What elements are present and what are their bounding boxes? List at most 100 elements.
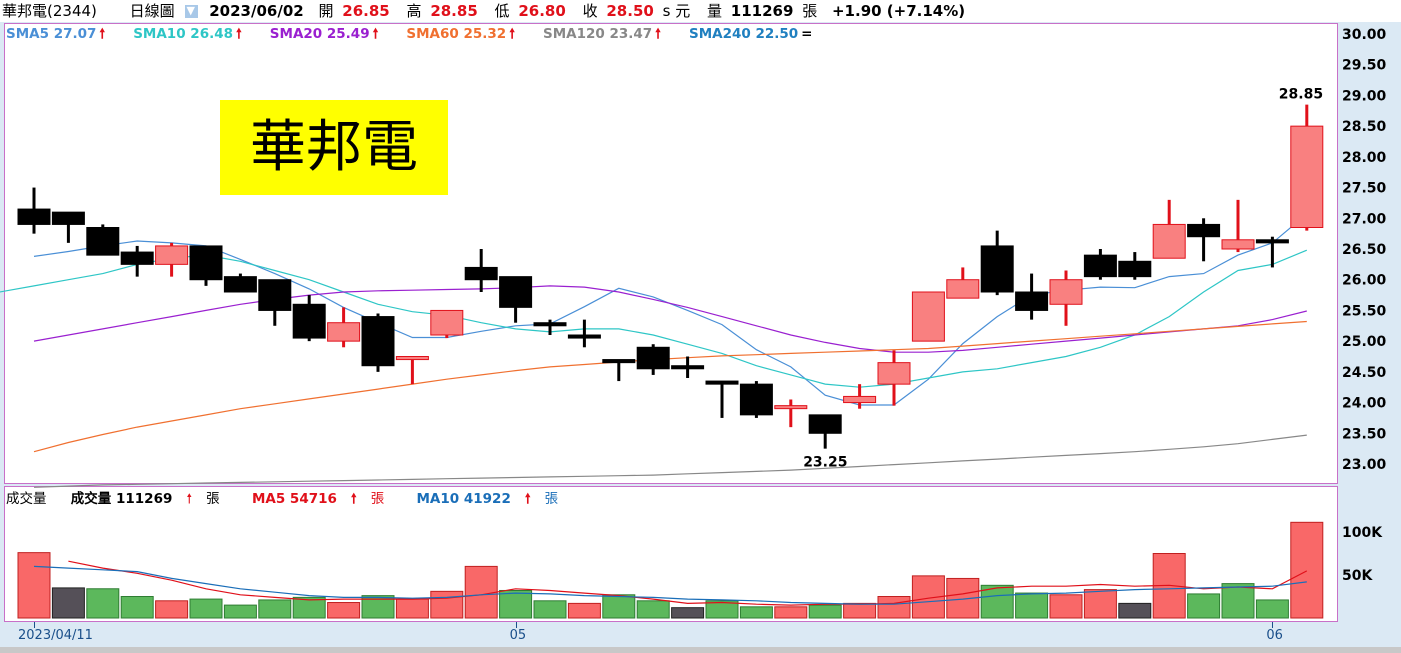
candle-body: [155, 245, 189, 265]
candle-body: [980, 245, 1014, 293]
volume-bar: [1221, 583, 1255, 619]
x-tick-mark: [34, 622, 35, 628]
volume-tick-label: 50K: [1342, 568, 1373, 584]
volume-bar: [1083, 589, 1117, 619]
candle-body: [327, 322, 361, 342]
x-tick-mark: [515, 622, 517, 628]
flat-icon: =: [801, 26, 813, 42]
volume-bar: [739, 606, 773, 619]
up-arrow-icon: 🠕: [186, 491, 193, 507]
low-value: 26.80: [518, 2, 566, 20]
candle-body: [636, 346, 670, 370]
candle-body: [1015, 291, 1049, 311]
low-label: 低: [494, 2, 510, 20]
candle-body: [120, 251, 154, 265]
candle-body: [464, 266, 498, 281]
close-suffix: s 元: [662, 2, 691, 20]
candle-body: [1118, 260, 1152, 278]
volume-bar: [1118, 602, 1152, 619]
price-tick-label: 26.50: [1342, 242, 1387, 258]
price-tick-label: 29.00: [1342, 88, 1387, 104]
high-annotation: 28.85: [1279, 87, 1323, 103]
candle-body: [1221, 239, 1255, 250]
volume-bar: [567, 602, 601, 619]
sma-line-sma60: [33, 320, 1307, 453]
volume-bar: [464, 565, 498, 619]
candle-body: [739, 383, 773, 416]
sma-legend-item: SMA120 23.47 🠕: [543, 26, 661, 42]
volume-bar: [292, 596, 326, 619]
candle-body: [361, 316, 395, 367]
volume-title: 成交量: [6, 491, 47, 507]
candle-body: [17, 208, 51, 225]
candle-body: [705, 380, 739, 385]
quote-header: 華邦電(2344) 日線圖 ▼ 2023/06/02 開 26.85 高 28.…: [0, 0, 1401, 22]
high-label: 高: [406, 2, 422, 20]
ma5-legend-label: MA5 54716: [251, 491, 337, 507]
up-arrow-icon: 🠕: [236, 26, 242, 42]
volume-bar: [636, 600, 670, 619]
volume-bar: [808, 604, 842, 619]
volume-bar: [774, 606, 808, 619]
low-annotation: 23.25: [803, 455, 847, 471]
ma10-legend: MA10 41922 🠕 張: [417, 491, 573, 507]
volume-bar: [1049, 594, 1083, 619]
candle-body: [671, 365, 705, 370]
stock-name: 華邦電(2344): [2, 2, 97, 20]
x-tick-label: 2023/04/11: [18, 628, 93, 643]
volume-bar: [327, 602, 361, 619]
candle-body: [223, 276, 257, 293]
volume-bar: [86, 588, 120, 619]
volume-bar: [258, 599, 292, 619]
volume-bar: [1255, 599, 1289, 619]
quote-date: 2023/06/02: [209, 2, 304, 20]
sma-legend-item: SMA60 25.32 🠕: [406, 26, 515, 42]
volume-ma-line-ma10: [33, 565, 1307, 605]
volume-legend-value: 成交量 111269 🠕 張: [71, 491, 234, 507]
candle-body: [1187, 223, 1221, 238]
volume-legend-label: 成交量 111269: [70, 491, 173, 507]
candle-body: [602, 359, 636, 364]
volume-legend: 成交量 成交量 111269 🠕 張 MA5 54716 🠕 張 MA10 41922 🠕…: [6, 487, 586, 512]
volume-tick-label: 100K: [1342, 525, 1383, 541]
close-label: 收: [582, 2, 598, 20]
sma-legend-item: SMA5 27.07 🠕: [6, 26, 105, 42]
stock-title-stamp: 華邦電: [220, 100, 448, 195]
up-arrow-icon: 🠕: [372, 26, 379, 42]
candle-body: [1083, 254, 1117, 278]
candle-body: [292, 303, 326, 339]
sma-legend-label: SMA10 26.48: [133, 26, 233, 42]
volume-bar: [223, 604, 257, 619]
candle-body: [1290, 125, 1324, 228]
sma-line-sma20: [33, 285, 1307, 353]
sma-line-sma5: [33, 213, 1308, 406]
price-tick-label: 23.50: [1342, 426, 1387, 442]
sma-legend: SMA5 27.07 🠕 SMA10 26.48 🠕 SMA20 25.49 🠕 SMA60…: [6, 24, 840, 47]
volume-bar: [120, 596, 154, 619]
price-tick-label: 24.00: [1342, 396, 1387, 412]
candle-body: [567, 334, 601, 339]
candle-body: [533, 322, 567, 327]
sma-legend-label: SMA240 22.50: [688, 26, 799, 42]
x-tick-label: 05: [509, 628, 527, 643]
period-label: 日線圖: [129, 2, 175, 20]
candle-body: [1152, 223, 1186, 259]
volume-bar: [155, 600, 189, 619]
candle-body: [877, 362, 911, 385]
sma-legend-item: SMA10 26.48 🠕: [133, 26, 242, 42]
candle-body: [258, 279, 292, 311]
volume-legend-unit: 張: [206, 491, 220, 507]
close-value: 28.50: [606, 2, 654, 20]
volume-bar: [671, 607, 705, 619]
volume-bar: [533, 600, 567, 619]
dropdown-toggle[interactable]: ▼: [185, 4, 199, 18]
up-arrow-icon: 🠕: [509, 26, 515, 42]
volume-bar: [189, 598, 223, 619]
sma-legend-label: SMA20 25.49: [269, 26, 370, 42]
sma-line-sma120: [33, 434, 1307, 488]
candle-body: [189, 245, 223, 281]
volume-bar: [1187, 593, 1221, 619]
up-arrow-icon: 🠕: [524, 491, 531, 507]
bottom-scrollbar[interactable]: [0, 647, 1401, 653]
price-tick-label: 25.00: [1342, 334, 1387, 350]
